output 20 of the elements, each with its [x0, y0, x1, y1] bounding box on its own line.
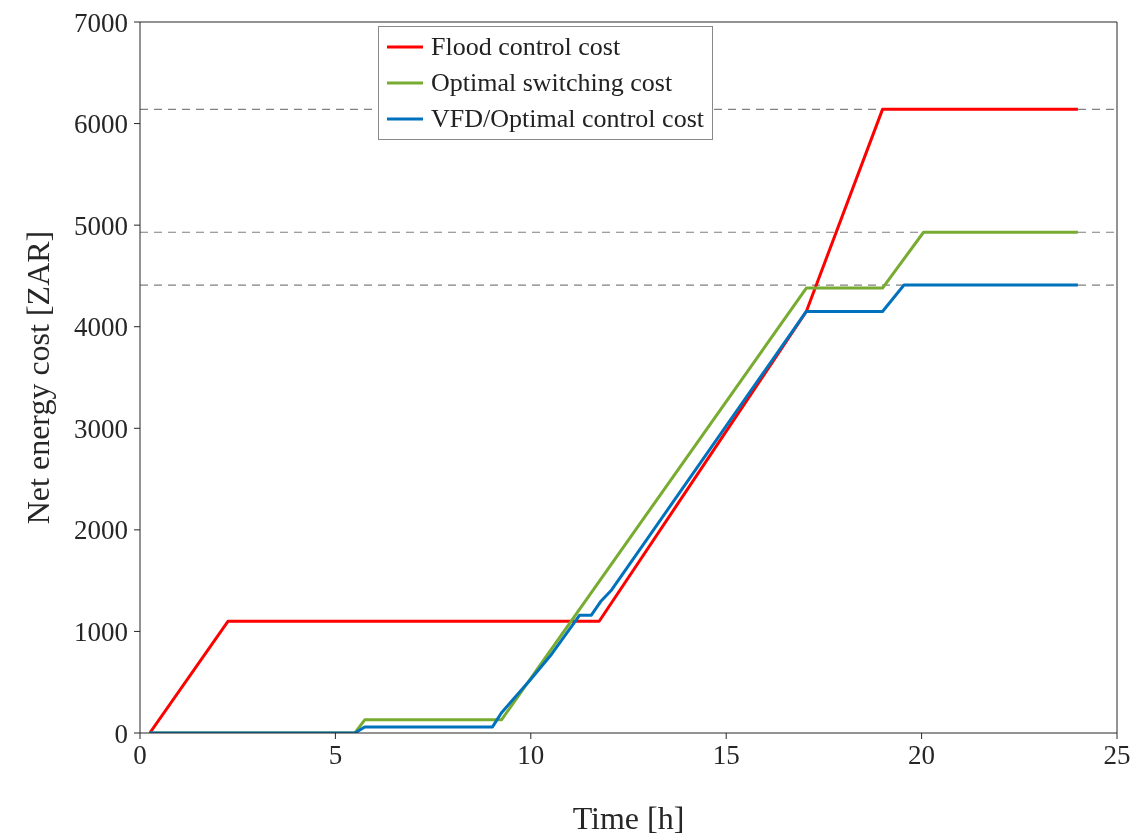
- y-tick-label: 4000: [74, 312, 128, 343]
- line-series: [148, 107, 1080, 733]
- y-tick-label: 5000: [74, 210, 128, 241]
- y-tick-label: 0: [114, 718, 128, 749]
- x-axis-title: Time [h]: [572, 800, 685, 836]
- legend-label: VFD/Optimal control cost: [431, 104, 704, 134]
- legend-label: Flood control cost: [431, 32, 621, 62]
- y-tick-label: 7000: [74, 7, 128, 38]
- y-tick-label: 6000: [74, 109, 128, 140]
- x-tick-label: 15: [712, 740, 740, 771]
- x-tick-label: 25: [1103, 740, 1130, 771]
- x-tick-label: 0: [133, 740, 147, 771]
- y-axis-title: Net energy cost [ZAR]: [20, 230, 56, 525]
- y-tick-label: 2000: [74, 515, 128, 546]
- y-tick-label: 3000: [74, 413, 128, 444]
- legend-label: Optimal switching cost: [431, 68, 673, 98]
- y-tick-label: 1000: [74, 617, 128, 648]
- x-tick-label: 20: [908, 740, 936, 771]
- x-tick-label: 5: [328, 740, 343, 771]
- x-tick-label: 10: [517, 740, 545, 771]
